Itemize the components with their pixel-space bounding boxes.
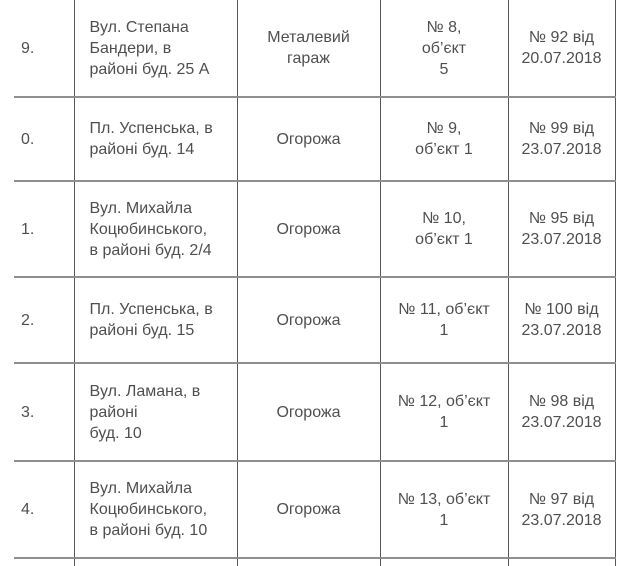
- cell-row-number: 9.: [14, 0, 75, 97]
- cell-order-reference: № 99 від 23.07.2018: [508, 97, 616, 181]
- cell-object-type: Огорожа: [237, 97, 381, 181]
- cell-address: Вул. Ламана, в районі буд. 10: [74, 363, 238, 461]
- cell-object-number: № 12, об’єкт 1: [380, 363, 509, 461]
- cell-row-number: 4.: [14, 461, 75, 558]
- cell-address: Вул. Степана Бандери, в районі буд. 25 А: [74, 0, 238, 97]
- cell-object-type: Огорожа: [237, 461, 381, 558]
- cell-object-type: Металевий гараж: [237, 0, 381, 97]
- table-row: 9. Вул. Степана Бандери, в районі буд. 2…: [14, 0, 616, 97]
- table-row: 1. Вул. Михайла Коцюбинського, в районі …: [14, 181, 616, 277]
- cell-order-reference: № 95 від 23.07.2018: [508, 181, 616, 277]
- cell-address: [74, 558, 238, 566]
- table-row-partial: [14, 558, 616, 566]
- cell-order-reference: № 98 від 23.07.2018: [508, 363, 616, 461]
- table-row: 2. Пл. Успенська, в районі буд. 15 Огоро…: [14, 277, 616, 363]
- cell-object-number: [380, 558, 509, 566]
- cell-object-number: № 13, об’єкт 1: [380, 461, 509, 558]
- cell-order-reference: [508, 558, 616, 566]
- cell-object-type: Огорожа: [237, 363, 381, 461]
- table-row: 4. Вул. Михайла Коцюбинського, в районі …: [14, 461, 616, 558]
- cell-object-type: [237, 558, 381, 566]
- cell-object-type: Огорожа: [237, 181, 381, 277]
- cell-object-number: № 10, об’єкт 1: [380, 181, 509, 277]
- cell-row-number: 3.: [14, 363, 75, 461]
- cell-address: Пл. Успенська, в районі буд. 15: [74, 277, 238, 363]
- cell-object-type: Огорожа: [237, 277, 381, 363]
- table-row: 0. Пл. Успенська, в районі буд. 14 Огоро…: [14, 97, 616, 181]
- cell-row-number: 2.: [14, 277, 75, 363]
- cell-address: Пл. Успенська, в районі буд. 14: [74, 97, 238, 181]
- cell-order-reference: № 92 від 20.07.2018: [508, 0, 616, 97]
- cell-address: Вул. Михайла Коцюбинського, в районі буд…: [74, 461, 238, 558]
- table-row: 3. Вул. Ламана, в районі буд. 10 Огорожа…: [14, 363, 616, 461]
- cell-order-reference: № 97 від 23.07.2018: [508, 461, 616, 558]
- cell-row-number: 1.: [14, 181, 75, 277]
- cell-address: Вул. Михайла Коцюбинського, в районі буд…: [74, 181, 238, 277]
- cell-row-number: [14, 558, 75, 566]
- cell-object-number: № 8, об’єкт 5: [380, 0, 509, 97]
- cell-order-reference: № 100 від 23.07.2018: [508, 277, 616, 363]
- cell-object-number: № 9, об’єкт 1: [380, 97, 509, 181]
- cell-object-number: № 11, об’єкт 1: [380, 277, 509, 363]
- cell-row-number: 0.: [14, 97, 75, 181]
- decisions-table: 9. Вул. Степана Бандери, в районі буд. 2…: [14, 0, 616, 566]
